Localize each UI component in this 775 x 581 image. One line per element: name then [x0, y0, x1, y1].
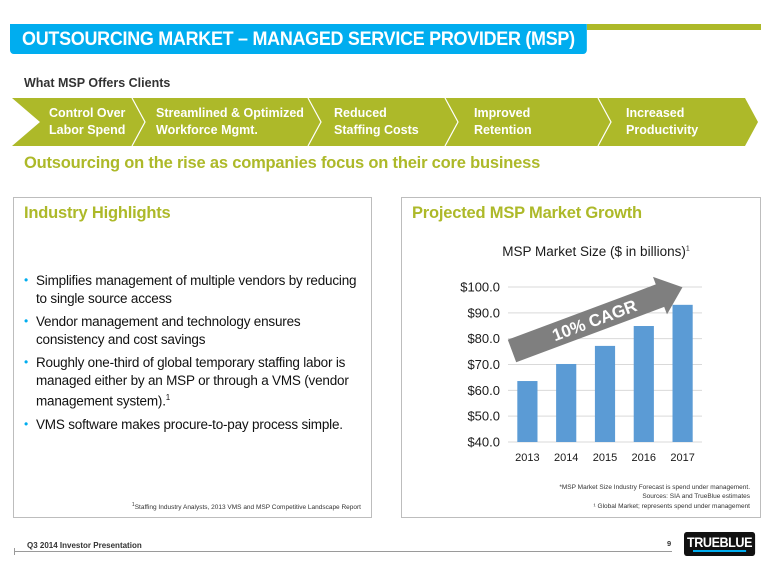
bar-2015	[594, 345, 616, 442]
bar-2016	[633, 326, 654, 442]
market-growth-title: Projected MSP Market Growth	[412, 204, 642, 222]
right-footnotes: *MSP Market Size Industry Forecast is sp…	[559, 483, 750, 510]
y-tick-label: $60.0	[467, 383, 500, 398]
left-footnote: 1Staffing Industry Analysts, 2013 VMS an…	[131, 501, 361, 511]
offer-item-retention: Improved Retention	[474, 106, 532, 137]
industry-highlights-title: Industry Highlights	[24, 204, 171, 222]
page-number: 9	[667, 539, 672, 548]
market-growth-panel: Projected MSP Market Growth MSP Market S…	[401, 197, 761, 518]
y-tick-label: $40.0	[467, 435, 500, 450]
y-tick-label: $90.0	[467, 305, 500, 320]
bar-2013	[517, 381, 538, 442]
highlight-item: Roughly one-third of global temporary st…	[24, 354, 364, 410]
x-tick-label: 2017	[670, 452, 694, 464]
y-tick-label: $50.0	[467, 409, 500, 424]
highlights-list: Simplifies management of multiple vendor…	[24, 272, 364, 440]
page-title-bar: OUTSOURCING MARKET – MANAGED SERVICE PRO…	[10, 24, 587, 54]
offers-label: What MSP Offers Clients	[24, 76, 171, 90]
trueblue-logo: TRUEBLUE	[684, 532, 756, 556]
offer-item-productivity: Increased Productivity	[626, 106, 699, 137]
chevron-band-shape	[12, 98, 758, 146]
logo-underline	[693, 550, 747, 552]
bar-2014	[556, 363, 577, 442]
industry-highlights-panel: Industry Highlights Simplifies managemen…	[13, 197, 372, 518]
x-tick-label: 2016	[632, 452, 656, 464]
msp-market-chart: $40.0 $50.0 $60.0 $70.0 $80.0 $90.0 $100.0 2013…	[460, 276, 702, 464]
chart-title: MSP Market Size ($ in billions)1	[502, 244, 690, 259]
y-tick-label: $70.0	[467, 357, 500, 372]
highlight-item: VMS software makes procure-to-pay proces…	[24, 416, 364, 434]
y-tick-label: $100.0	[460, 280, 500, 295]
highlight-item: Simplifies management of multiple vendor…	[24, 272, 364, 307]
highlight-item: Vendor management and technology ensures…	[24, 313, 364, 348]
cagr-arrow-shape	[507, 276, 683, 363]
title-accent-line	[587, 24, 761, 30]
tagline: Outsourcing on the rise as companies foc…	[24, 154, 541, 172]
footer-divider	[14, 551, 672, 552]
y-tick-label: $80.0	[467, 331, 500, 346]
offer-item-streamlined: Streamlined & Optimized Workforce Mgmt.	[156, 106, 304, 137]
page-title: OUTSOURCING MARKET – MANAGED SERVICE PRO…	[22, 27, 575, 50]
offer-item-reduced-costs: Reduced Staffing Costs	[334, 106, 419, 137]
bar-2017	[672, 304, 693, 442]
x-tick-label: 2013	[515, 452, 539, 464]
x-tick-label: 2014	[554, 452, 578, 464]
footer-presentation-label: Q3 2014 Investor Presentation	[27, 541, 142, 550]
offer-item-control: Control Over Labor Spend	[49, 106, 126, 137]
x-tick-label: 2015	[593, 452, 617, 464]
offers-chevron-band: Control Over Labor Spend Streamlined & O…	[12, 98, 758, 146]
